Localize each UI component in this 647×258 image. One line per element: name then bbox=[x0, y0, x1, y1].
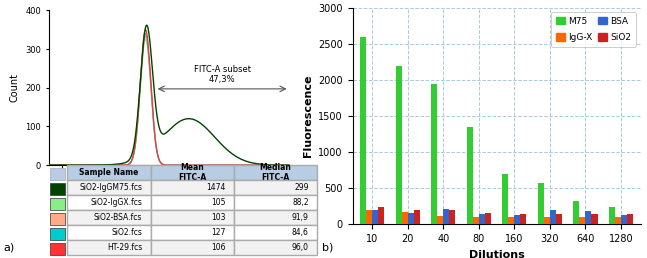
Bar bbox=[514, 215, 520, 224]
Y-axis label: Count: Count bbox=[10, 73, 19, 102]
Bar bbox=[50, 228, 65, 240]
Bar bbox=[437, 216, 443, 224]
Bar bbox=[378, 207, 384, 224]
Text: FITC-A subset
47,3%: FITC-A subset 47,3% bbox=[193, 65, 250, 84]
Bar bbox=[479, 214, 485, 224]
X-axis label: FITC-A: FITC-A bbox=[155, 191, 185, 201]
Bar bbox=[609, 207, 615, 224]
Bar bbox=[556, 214, 562, 224]
Bar bbox=[466, 127, 473, 224]
Bar bbox=[473, 217, 479, 224]
Bar bbox=[621, 215, 627, 224]
Bar bbox=[50, 213, 65, 225]
Bar bbox=[591, 214, 598, 224]
Text: a): a) bbox=[3, 243, 14, 253]
Bar bbox=[449, 210, 455, 224]
Bar bbox=[50, 168, 65, 180]
Bar bbox=[366, 210, 372, 224]
Y-axis label: Fluorescence: Fluorescence bbox=[303, 75, 313, 157]
Bar bbox=[402, 212, 408, 224]
Bar bbox=[360, 37, 366, 224]
Bar bbox=[509, 216, 514, 224]
Bar bbox=[627, 214, 633, 224]
Bar bbox=[413, 210, 420, 224]
X-axis label: Dilutions: Dilutions bbox=[468, 250, 525, 258]
Bar bbox=[580, 217, 586, 224]
Bar bbox=[443, 209, 449, 224]
Bar bbox=[502, 174, 509, 224]
Bar bbox=[50, 243, 65, 255]
Legend: M75, IgG-X, BSA, SiO2: M75, IgG-X, BSA, SiO2 bbox=[551, 12, 636, 46]
Bar bbox=[372, 210, 378, 224]
Bar bbox=[615, 217, 621, 224]
Text: b): b) bbox=[322, 243, 333, 253]
Bar bbox=[395, 66, 402, 224]
Bar bbox=[431, 84, 437, 224]
Bar bbox=[408, 213, 413, 224]
Bar bbox=[586, 211, 591, 224]
Bar bbox=[550, 210, 556, 224]
Bar bbox=[544, 217, 550, 224]
Bar bbox=[520, 214, 527, 224]
Bar bbox=[485, 213, 491, 224]
Bar bbox=[50, 198, 65, 210]
Bar bbox=[573, 201, 580, 224]
Bar bbox=[538, 183, 544, 224]
Bar bbox=[50, 183, 65, 195]
